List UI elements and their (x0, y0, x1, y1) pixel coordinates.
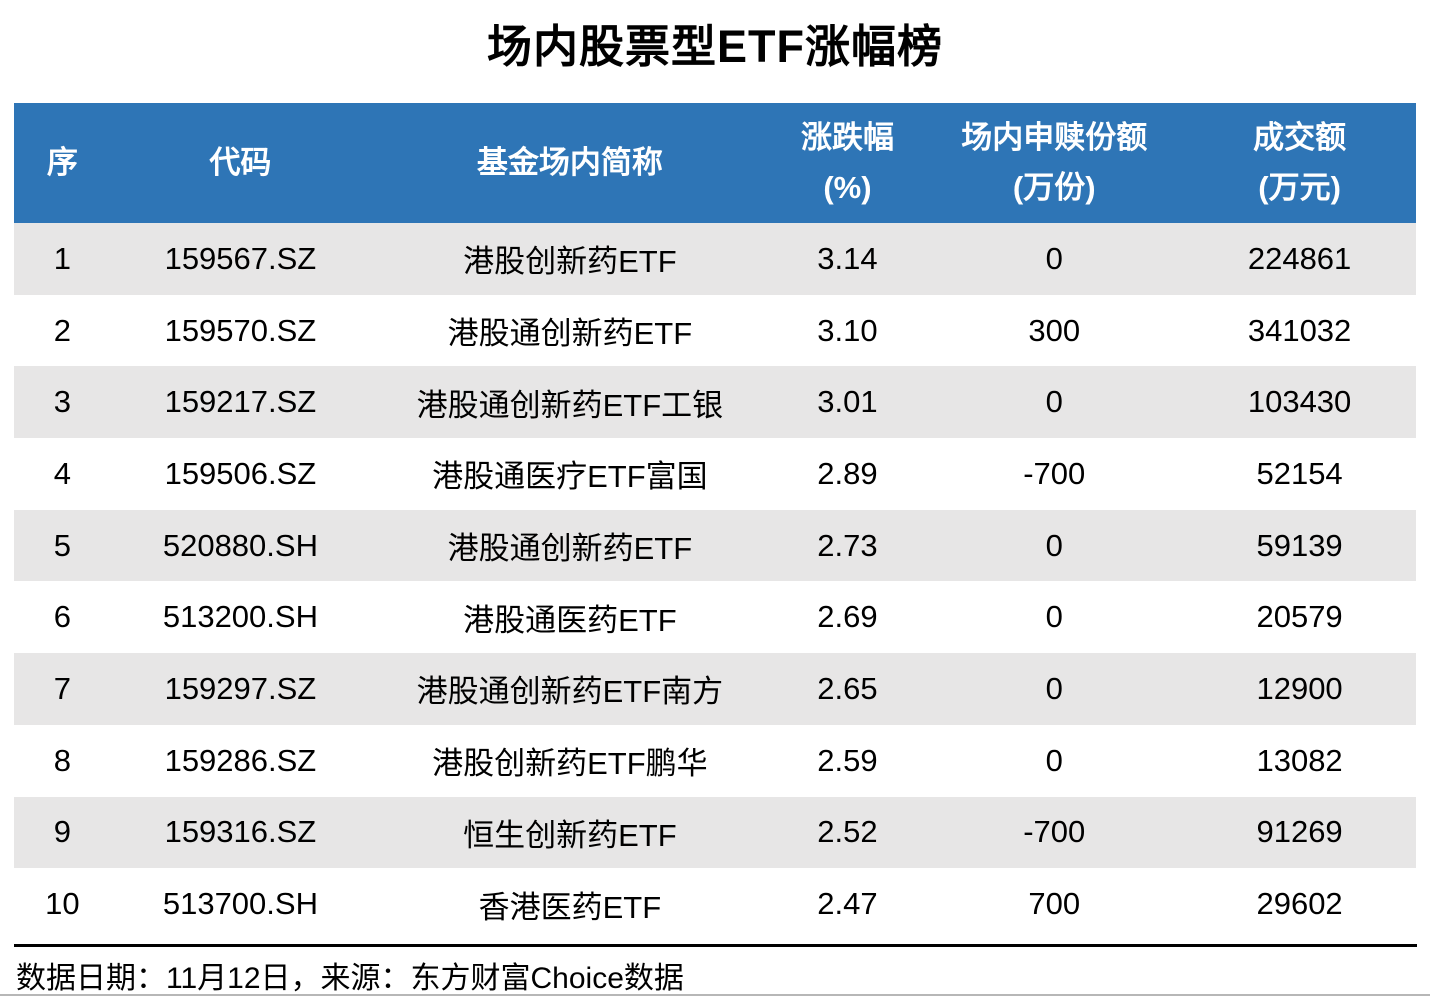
cell-short-name: 港股通医疗ETF富国 (432, 459, 708, 495)
cell-short-name: 港股创新药ETF (463, 244, 677, 280)
cell-change-pct: 3.10 (817, 312, 878, 348)
cell-turnover: 29602 (1256, 886, 1343, 922)
cell-subscription-shares: 0 (1045, 240, 1063, 276)
cell-rank: 7 (53, 670, 71, 706)
cell-code: 159506.SZ (164, 455, 317, 491)
cell-change-pct: 2.52 (817, 814, 878, 850)
cell-short-name: 恒生创新药ETF (463, 817, 677, 853)
cell-rank: 1 (53, 240, 71, 276)
cell-subscription-shares: 700 (1028, 886, 1081, 922)
cell-short-name: 港股通创新药ETF南方 (416, 674, 724, 710)
cell-rank: 8 (53, 742, 71, 778)
cell-subscription-shares: -700 (1023, 814, 1086, 850)
cell-rank: 3 (53, 384, 71, 420)
table-row: 8 159286.SZ 港股创新药ETF鹏华 2.59 0 13082 (14, 724, 1416, 797)
cell-rank: 4 (53, 455, 71, 491)
cell-turnover: 59139 (1256, 527, 1343, 563)
table-row: 6 513200.SH 港股通医药ETF 2.69 0 20579 (14, 581, 1416, 654)
cell-code: 159286.SZ (164, 742, 317, 778)
cell-code: 159570.SZ (164, 312, 317, 348)
column-header-turnover: 成交额 (万元) (1183, 103, 1416, 223)
cell-rank: 5 (53, 527, 71, 563)
table-row: 5 520880.SH 港股通创新药ETF 2.73 0 59139 (14, 509, 1416, 582)
column-header-line: 场内申赎份额 (961, 120, 1148, 156)
cell-code: 159297.SZ (164, 670, 317, 706)
table-row: 1 159567.SZ 港股创新药ETF 3.14 0 224861 (14, 223, 1416, 295)
column-header-line: 基金场内简称 (476, 145, 663, 181)
cell-turnover: 20579 (1256, 599, 1343, 635)
column-header-line: 序 (46, 145, 78, 181)
etf-ranking-table: 序 代码 基金场内简称 涨跌幅 (%) 场内申赎份额 (万份) 成交额 (万元) 1 159567… (14, 103, 1416, 940)
column-header-short-name: 基金场内简称 (370, 103, 770, 223)
cell-subscription-shares: 0 (1045, 599, 1063, 635)
cell-rank: 6 (53, 599, 71, 635)
column-header-line: 涨跌幅 (800, 120, 894, 156)
cell-change-pct: 2.65 (817, 670, 878, 706)
table-row: 7 159297.SZ 港股通创新药ETF南方 2.65 0 12900 (14, 653, 1416, 725)
cell-change-pct: 3.01 (817, 384, 878, 420)
column-header-change-pct: 涨跌幅 (%) (770, 103, 926, 223)
table-row: 3 159217.SZ 港股通创新药ETF工银 3.01 0 103430 (14, 366, 1416, 439)
cell-turnover: 103430 (1247, 384, 1352, 420)
footer-divider (14, 944, 1417, 947)
column-header-subscription-shares: 场内申赎份额 (万份) (925, 103, 1183, 223)
cell-change-pct: 2.47 (817, 886, 878, 922)
cell-change-pct: 2.59 (817, 742, 878, 778)
cell-code: 159316.SZ (164, 814, 317, 850)
cell-code: 513700.SH (162, 886, 318, 922)
table-row: 2 159570.SZ 港股通创新药ETF 3.10 300 341032 (14, 294, 1416, 367)
table-header-row: 序 代码 基金场内简称 涨跌幅 (%) 场内申赎份额 (万份) 成交额 (万元) (14, 103, 1416, 223)
cell-rank: 10 (45, 886, 80, 922)
cell-turnover: 13082 (1256, 742, 1343, 778)
cell-short-name: 港股创新药ETF鹏华 (432, 746, 708, 782)
cell-subscription-shares: -700 (1023, 455, 1086, 491)
column-header-code: 代码 (111, 103, 370, 223)
cell-short-name: 香港医药ETF (478, 889, 662, 925)
column-header-line: (万份) (1012, 170, 1096, 205)
column-header-line: (万元) (1258, 170, 1341, 205)
table-row: 9 159316.SZ 恒生创新药ETF 2.52 -700 91269 (14, 796, 1416, 869)
bottom-border-line (0, 994, 1430, 996)
cell-rank: 9 (53, 814, 71, 850)
column-header-rank: 序 (14, 103, 111, 223)
cell-subscription-shares: 0 (1045, 384, 1063, 420)
cell-subscription-shares: 0 (1045, 742, 1063, 778)
cell-short-name: 港股通创新药ETF工银 (416, 387, 724, 423)
cell-subscription-shares: 0 (1045, 527, 1063, 563)
table-row: 10 513700.SH 香港医药ETF 2.47 700 29602 (14, 868, 1416, 940)
cell-change-pct: 2.89 (817, 455, 878, 491)
cell-turnover: 12900 (1256, 670, 1343, 706)
cell-code: 513200.SH (162, 599, 318, 635)
cell-rank: 2 (53, 312, 71, 348)
cell-short-name: 港股通创新药ETF (447, 316, 693, 352)
cell-turnover: 52154 (1256, 455, 1343, 491)
cell-change-pct: 2.69 (817, 599, 878, 635)
table-body: 1 159567.SZ 港股创新药ETF 3.14 0 224861 2 159570.SZ 港… (14, 223, 1416, 940)
cell-subscription-shares: 0 (1045, 670, 1063, 706)
cell-turnover: 91269 (1256, 814, 1343, 850)
cell-change-pct: 3.14 (817, 240, 878, 276)
cell-code: 159217.SZ (164, 384, 317, 420)
cell-subscription-shares: 300 (1028, 312, 1081, 348)
column-header-line: 成交额 (1253, 120, 1347, 156)
data-source-note: 数据日期：11月12日，来源：东方财富Choice数据 (16, 962, 684, 995)
cell-turnover: 341032 (1247, 312, 1352, 348)
column-header-line: 代码 (209, 145, 272, 181)
table-row: 4 159506.SZ 港股通医疗ETF富国 2.89 -700 52154 (14, 438, 1416, 510)
cell-change-pct: 2.73 (817, 527, 878, 563)
cell-turnover: 224861 (1247, 240, 1352, 276)
cell-code: 159567.SZ (164, 240, 317, 276)
cell-code: 520880.SH (162, 527, 318, 563)
column-header-line: (%) (823, 170, 872, 205)
cell-short-name: 港股通创新药ETF (447, 531, 693, 567)
cell-short-name: 港股通医药ETF (463, 602, 677, 638)
page-title: 场内股票型ETF涨幅榜 (487, 21, 943, 72)
